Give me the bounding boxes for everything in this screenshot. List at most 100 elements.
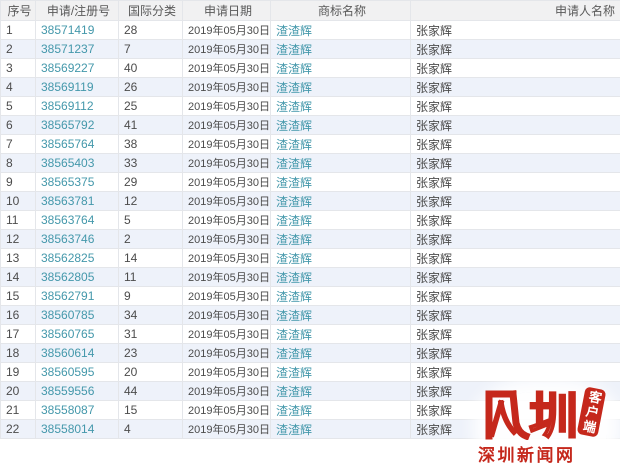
trademark-results-table: 序号 申请/注册号 国际分类 申请日期 商标名称 申请人名称 1 3857141…: [0, 0, 620, 439]
trademark-name-cell: 渣渣辉: [270, 286, 411, 306]
application-number-link[interactable]: 38558014: [41, 422, 95, 436]
table-row: 3 38569227 40 2019年05月30日 渣渣辉 张家辉: [0, 58, 620, 78]
trademark-name-cell: 渣渣辉: [270, 343, 411, 363]
table-row: 12 38563746 2 2019年05月30日 渣渣辉 张家辉: [0, 229, 620, 249]
row-index-cell: 6: [0, 115, 36, 135]
application-number-link[interactable]: 38560595: [41, 365, 95, 379]
application-number-link[interactable]: 38569112: [41, 99, 94, 113]
trademark-name-cell: 渣渣辉: [270, 229, 411, 249]
application-number-link[interactable]: 38565375: [41, 175, 95, 189]
application-number-link[interactable]: 38562805: [41, 270, 95, 284]
trademark-name-link[interactable]: 渣渣辉: [276, 232, 313, 247]
trademark-name-link[interactable]: 渣渣辉: [276, 327, 313, 342]
trademark-name-link[interactable]: 渣渣辉: [276, 384, 313, 399]
application-number-link[interactable]: 38562791: [41, 289, 95, 303]
application-number-link[interactable]: 38560785: [41, 308, 95, 322]
column-header-app-date: 申请日期: [182, 0, 271, 21]
trademark-name-cell: 渣渣辉: [270, 172, 411, 192]
trademark-name-link[interactable]: 渣渣辉: [276, 213, 313, 228]
trademark-name-link[interactable]: 渣渣辉: [276, 42, 313, 57]
intl-class-cell: 34: [118, 305, 183, 325]
table-row: 1 38571419 28 2019年05月30日 渣渣辉 张家辉: [0, 20, 620, 40]
sznews-logo-icon: 圳: [485, 389, 579, 440]
trademark-name-cell: 渣渣辉: [270, 77, 411, 97]
trademark-name-link[interactable]: 渣渣辉: [276, 422, 313, 437]
intl-class-cell: 2: [118, 229, 183, 249]
applicant-name-cell: 张家辉: [410, 153, 620, 173]
application-number-cell: 38560614: [35, 343, 119, 363]
applicant-name-cell: 张家辉: [410, 191, 620, 211]
application-number-link[interactable]: 38560765: [41, 327, 95, 341]
table-row: 20 38559556 44 2019年05月30日 渣渣辉 张家辉: [0, 381, 620, 401]
applicant-name-cell: 张家辉: [410, 20, 620, 40]
application-date-cell: 2019年05月30日: [182, 362, 271, 382]
application-number-link[interactable]: 38563764: [41, 213, 95, 227]
trademark-name-link[interactable]: 渣渣辉: [276, 194, 313, 209]
trademark-name-link[interactable]: 渣渣辉: [276, 289, 313, 304]
application-number-link[interactable]: 38565792: [41, 118, 95, 132]
application-date-cell: 2019年05月30日: [182, 172, 271, 192]
application-number-cell: 38562791: [35, 286, 119, 306]
intl-class-cell: 9: [118, 286, 183, 306]
application-date-cell: 2019年05月30日: [182, 229, 271, 249]
application-number-link[interactable]: 38571419: [41, 23, 95, 37]
trademark-name-link[interactable]: 渣渣辉: [276, 61, 313, 76]
trademark-name-link[interactable]: 渣渣辉: [276, 80, 313, 95]
sznews-client-seal: 客户端: [576, 386, 607, 438]
table-body: 1 38571419 28 2019年05月30日 渣渣辉 张家辉 2 3857…: [0, 20, 620, 439]
row-index-cell: 13: [0, 248, 36, 268]
application-date-cell: 2019年05月30日: [182, 419, 271, 439]
applicant-name-cell: 张家辉: [410, 96, 620, 116]
application-number-link[interactable]: 38569119: [41, 80, 94, 94]
trademark-name-link[interactable]: 渣渣辉: [276, 23, 313, 38]
table-row: 2 38571237 7 2019年05月30日 渣渣辉 张家辉: [0, 39, 620, 59]
table-row: 8 38565403 33 2019年05月30日 渣渣辉 张家辉: [0, 153, 620, 173]
trademark-name-cell: 渣渣辉: [270, 324, 411, 344]
application-number-link[interactable]: 38565764: [41, 137, 95, 151]
application-number-link[interactable]: 38560614: [41, 346, 95, 360]
intl-class-cell: 28: [118, 20, 183, 40]
application-number-link[interactable]: 38569227: [41, 61, 95, 75]
application-number-link[interactable]: 38565403: [41, 156, 95, 170]
application-date-cell: 2019年05月30日: [182, 343, 271, 363]
application-number-link[interactable]: 38563746: [41, 232, 95, 246]
intl-class-cell: 4: [118, 419, 183, 439]
trademark-name-link[interactable]: 渣渣辉: [276, 118, 313, 133]
application-date-cell: 2019年05月30日: [182, 324, 271, 344]
trademark-name-link[interactable]: 渣渣辉: [276, 346, 313, 361]
trademark-name-link[interactable]: 渣渣辉: [276, 270, 313, 285]
trademark-name-link[interactable]: 渣渣辉: [276, 175, 313, 190]
table-row: 16 38560785 34 2019年05月30日 渣渣辉 张家辉: [0, 305, 620, 325]
intl-class-cell: 12: [118, 191, 183, 211]
trademark-name-link[interactable]: 渣渣辉: [276, 403, 313, 418]
trademark-name-cell: 渣渣辉: [270, 191, 411, 211]
application-number-link[interactable]: 38559556: [41, 384, 95, 398]
application-number-link[interactable]: 38558087: [41, 403, 95, 417]
applicant-name-cell: 张家辉: [410, 305, 620, 325]
sznews-watermark: 圳 客户端 深圳新闻网: [477, 384, 617, 470]
row-index-cell: 10: [0, 191, 36, 211]
application-number-link[interactable]: 38571237: [41, 42, 95, 56]
trademark-name-cell: 渣渣辉: [270, 115, 411, 135]
application-number-cell: 38571419: [35, 20, 119, 40]
trademark-name-link[interactable]: 渣渣辉: [276, 365, 313, 380]
table-row: 5 38569112 25 2019年05月30日 渣渣辉 张家辉: [0, 96, 620, 116]
trademark-name-cell: 渣渣辉: [270, 362, 411, 382]
application-number-link[interactable]: 38562825: [41, 251, 95, 265]
application-number-cell: 38563781: [35, 191, 119, 211]
trademark-name-link[interactable]: 渣渣辉: [276, 251, 313, 266]
row-index-cell: 3: [0, 58, 36, 78]
application-date-cell: 2019年05月30日: [182, 58, 271, 78]
trademark-name-link[interactable]: 渣渣辉: [276, 308, 313, 323]
intl-class-cell: 11: [118, 267, 183, 287]
trademark-name-link[interactable]: 渣渣辉: [276, 99, 313, 114]
sznews-logo-glyph: 圳: [529, 390, 578, 440]
applicant-name-cell: 张家辉: [410, 229, 620, 249]
application-date-cell: 2019年05月30日: [182, 286, 271, 306]
application-number-link[interactable]: 38563781: [41, 194, 95, 208]
table-row: 9 38565375 29 2019年05月30日 渣渣辉 张家辉: [0, 172, 620, 192]
applicant-name-cell: 张家辉: [410, 267, 620, 287]
applicant-name-cell: 张家辉: [410, 172, 620, 192]
trademark-name-link[interactable]: 渣渣辉: [276, 156, 313, 171]
trademark-name-link[interactable]: 渣渣辉: [276, 137, 313, 152]
